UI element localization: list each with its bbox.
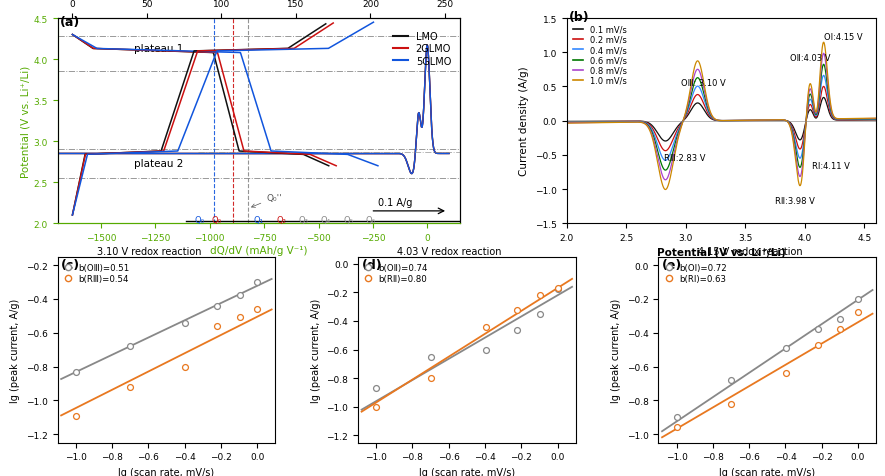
X-axis label: lg (scan rate, mV/s): lg (scan rate, mV/s) bbox=[720, 467, 815, 476]
Point bbox=[424, 353, 438, 361]
Point bbox=[250, 306, 265, 313]
Point bbox=[479, 323, 493, 331]
Text: Q₂: Q₂ bbox=[276, 216, 286, 225]
Point bbox=[69, 412, 83, 419]
Y-axis label: Current density (A/g): Current density (A/g) bbox=[519, 67, 529, 176]
Point bbox=[510, 306, 524, 314]
Point bbox=[178, 319, 192, 327]
Point bbox=[533, 310, 547, 318]
Legend: b(OⅡ)=0.74, b(RⅡ)=0.80: b(OⅡ)=0.74, b(RⅡ)=0.80 bbox=[362, 261, 431, 286]
Point bbox=[123, 383, 137, 391]
Point bbox=[669, 424, 683, 431]
Text: (c): (c) bbox=[61, 258, 81, 271]
Text: Q₃: Q₃ bbox=[298, 216, 308, 225]
Text: Q₆: Q₆ bbox=[366, 216, 375, 225]
X-axis label: lg (scan rate, mV/s): lg (scan rate, mV/s) bbox=[119, 467, 214, 476]
Text: OⅢ: 3.10 V: OⅢ: 3.10 V bbox=[681, 79, 726, 88]
Legend: LMO, 2GLMO, 5GLMO: LMO, 2GLMO, 5GLMO bbox=[389, 28, 455, 70]
Text: (d): (d) bbox=[362, 258, 382, 271]
Y-axis label: lg (peak current, A/g): lg (peak current, A/g) bbox=[11, 298, 20, 402]
Point bbox=[510, 326, 524, 334]
Text: RⅢ:2.83 V: RⅢ:2.83 V bbox=[665, 154, 705, 163]
Point bbox=[233, 314, 247, 322]
Text: OⅡ:4.03 V: OⅡ:4.03 V bbox=[790, 54, 831, 63]
Text: RⅠ:4.11 V: RⅠ:4.11 V bbox=[812, 162, 850, 171]
Text: Q₀: Q₀ bbox=[194, 216, 204, 225]
Point bbox=[233, 292, 247, 300]
Text: (e): (e) bbox=[662, 258, 682, 271]
Point bbox=[724, 400, 738, 407]
Text: (a): (a) bbox=[59, 16, 80, 29]
X-axis label: lg (scan rate, mV/s): lg (scan rate, mV/s) bbox=[419, 467, 515, 476]
Y-axis label: lg (peak current, A/g): lg (peak current, A/g) bbox=[311, 298, 321, 402]
Text: (b): (b) bbox=[569, 11, 589, 24]
Text: RⅡ:3.98 V: RⅡ:3.98 V bbox=[775, 196, 815, 205]
Point bbox=[533, 292, 547, 299]
Text: plateau 1: plateau 1 bbox=[134, 44, 183, 54]
Text: Q₄: Q₄ bbox=[320, 216, 331, 225]
Text: 4.03 V redox reaction: 4.03 V redox reaction bbox=[397, 246, 502, 256]
Point bbox=[811, 326, 825, 333]
Point bbox=[369, 403, 383, 411]
Point bbox=[178, 363, 192, 370]
Point bbox=[724, 377, 738, 384]
Text: plateau 2: plateau 2 bbox=[134, 159, 183, 169]
Text: Q₀'': Q₀'' bbox=[251, 194, 281, 208]
Point bbox=[424, 375, 438, 382]
Point bbox=[779, 370, 793, 377]
Point bbox=[250, 278, 265, 286]
Text: Q₀: Q₀ bbox=[212, 216, 222, 225]
Y-axis label: lg (peak current, A/g): lg (peak current, A/g) bbox=[612, 298, 621, 402]
Point bbox=[210, 302, 224, 310]
Point bbox=[550, 286, 565, 294]
Point bbox=[479, 346, 493, 354]
Text: 3.10 V redox reaction: 3.10 V redox reaction bbox=[96, 246, 201, 256]
X-axis label: Potential (V vs. Li⁺/Li): Potential (V vs. Li⁺/Li) bbox=[657, 248, 786, 258]
Text: 0.1 A/g: 0.1 A/g bbox=[378, 198, 412, 208]
Text: 4.15 V redox reaction: 4.15 V redox reaction bbox=[697, 246, 802, 256]
Point bbox=[369, 385, 383, 392]
Point bbox=[779, 344, 793, 352]
Point bbox=[123, 343, 137, 350]
Point bbox=[69, 368, 83, 376]
Legend: b(OⅠ)=0.72, b(RⅠ)=0.63: b(OⅠ)=0.72, b(RⅠ)=0.63 bbox=[663, 261, 729, 286]
Point bbox=[850, 309, 865, 317]
Legend: b(OⅢ)=0.51, b(RⅢ)=0.54: b(OⅢ)=0.51, b(RⅢ)=0.54 bbox=[62, 261, 132, 286]
Point bbox=[850, 296, 865, 303]
Text: Q₅: Q₅ bbox=[343, 216, 353, 225]
Y-axis label: Potential (V vs. Li⁺/Li): Potential (V vs. Li⁺/Li) bbox=[20, 65, 31, 178]
Point bbox=[669, 414, 683, 421]
Point bbox=[210, 322, 224, 330]
Text: OⅠ:4.15 V: OⅠ:4.15 V bbox=[824, 32, 862, 41]
X-axis label: dQ/dV (mAh/g V⁻¹): dQ/dV (mAh/g V⁻¹) bbox=[210, 245, 307, 255]
Point bbox=[811, 341, 825, 348]
Point bbox=[834, 326, 848, 333]
Point bbox=[834, 316, 848, 323]
Point bbox=[550, 285, 565, 292]
Legend: 0.1 mV/s, 0.2 mV/s, 0.4 mV/s, 0.6 mV/s, 0.8 mV/s, 1.0 mV/s: 0.1 mV/s, 0.2 mV/s, 0.4 mV/s, 0.6 mV/s, … bbox=[571, 23, 629, 89]
Text: Q₁: Q₁ bbox=[254, 216, 264, 225]
